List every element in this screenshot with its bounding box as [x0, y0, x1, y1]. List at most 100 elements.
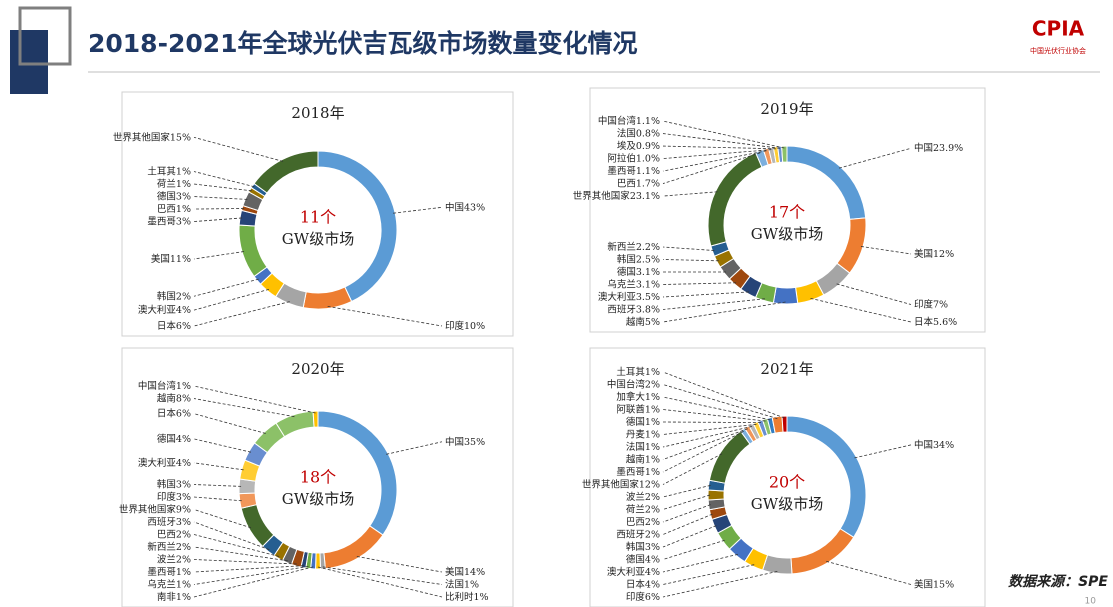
slice-category: 西班牙: [607, 303, 636, 315]
slice-category: 德国: [626, 416, 645, 428]
slice-category: 日本: [914, 316, 934, 328]
slice-label: 墨西哥3%: [147, 216, 191, 227]
slice-value: 15%: [170, 132, 191, 143]
leader-line: [662, 298, 765, 310]
slice-category: 阿联酋: [616, 403, 645, 415]
slice-category: 波兰: [626, 491, 645, 503]
slice-value: 43%: [464, 202, 485, 213]
logo-sub: 中国光伏行业协会: [1030, 46, 1086, 55]
slice-value: 1%: [176, 567, 191, 578]
slice-value: 3%: [176, 517, 191, 528]
slice-label: 中国35%: [445, 435, 485, 447]
slice-category: 韩国: [626, 541, 645, 553]
slice-label: 新西兰2.2%: [607, 241, 660, 253]
slice-value: 2%: [645, 504, 660, 515]
slice-value: 14%: [464, 567, 485, 578]
slice-label: 德国1%: [626, 416, 660, 428]
slice-label: 墨西哥1%: [147, 567, 191, 578]
slice-category: 印度: [157, 491, 177, 503]
slice-value: 1%: [645, 429, 660, 440]
slice-category: 阿拉伯: [607, 152, 636, 164]
slice-label: 印度3%: [157, 491, 191, 503]
slice-value: 15%: [933, 579, 954, 590]
slice-label: 中国台湾1.1%: [598, 115, 660, 127]
slice-category: 中国: [445, 201, 464, 213]
slice-label: 印度10%: [445, 320, 485, 332]
slice-category: 德国: [626, 553, 645, 565]
slice-category: 澳大利亚: [138, 456, 177, 468]
slice-label: 波兰2%: [157, 553, 191, 565]
leader-line: [662, 571, 778, 598]
donut-slice: [312, 410, 319, 428]
slice-label: 巴西2%: [626, 517, 660, 528]
slice-value: 3%: [176, 479, 191, 490]
slice-category: 世界其他国家: [113, 131, 171, 143]
slice-category: 澳大利亚: [607, 566, 646, 578]
leader-line: [193, 196, 248, 200]
leader-line: [662, 150, 767, 172]
slice-category: 巴西: [617, 178, 636, 189]
slice-category: 法国: [617, 127, 636, 139]
leader-line: [662, 301, 786, 323]
slice-value: 3.5%: [636, 292, 660, 303]
slice-label: 西班牙2%: [616, 528, 660, 540]
slice-value: 2.2%: [636, 242, 660, 253]
source: 数据来源：SPE: [1008, 573, 1108, 590]
leader-line: [662, 426, 753, 448]
leader-line: [662, 553, 739, 573]
slice-category: 印度: [626, 591, 646, 603]
slice-value: 0.9%: [636, 141, 660, 152]
slice-label: 印度6%: [626, 591, 660, 603]
slice-category: 韩国: [157, 290, 176, 302]
panel-title: 2021年: [760, 360, 813, 378]
leader-line: [193, 251, 245, 260]
slice-category: 西班牙: [147, 516, 176, 528]
slice-label: 南非1%: [157, 591, 191, 603]
slice-category: 南非: [157, 591, 177, 603]
slice-value: 3.1%: [636, 267, 660, 278]
slice-label: 德国4%: [626, 553, 660, 565]
slice-value: 1.1%: [636, 116, 660, 127]
leader-line: [662, 513, 713, 535]
slice-category: 越南: [626, 316, 645, 328]
slice-value: 8%: [176, 393, 191, 404]
slice-label: 乌克兰1%: [147, 578, 191, 590]
slice-category: 澳大利亚: [138, 304, 177, 316]
slice-category: 中国台湾: [138, 380, 177, 392]
slice-value: 1%: [645, 367, 660, 378]
slice-value: 6%: [176, 321, 191, 332]
slice-category: 埃及: [617, 140, 637, 152]
leader-line: [662, 539, 725, 560]
slice-label: 墨西哥1%: [616, 467, 660, 478]
slice-category: 墨西哥: [147, 216, 176, 227]
header-frame: [18, 6, 72, 66]
slide-title: 2018-2021年全球光伏吉瓦级市场数量变化情况: [88, 29, 638, 58]
slice-category: 印度: [445, 320, 465, 332]
slice-value: 1%: [645, 454, 660, 465]
slice-label: 波兰2%: [626, 491, 660, 503]
leader-line: [838, 147, 912, 169]
slice-category: 乌克兰: [147, 578, 176, 590]
slice-label: 中国23.9%: [914, 142, 963, 154]
leader-line: [386, 441, 443, 455]
leader-line: [193, 496, 242, 502]
slice-label: 荷兰1%: [157, 178, 191, 190]
leader-line: [662, 291, 749, 298]
slice-label: 印度7%: [914, 298, 948, 310]
slice-category: 中国: [914, 142, 933, 154]
slice-label: 加拿大1%: [616, 391, 660, 403]
slice-label: 韩国3%: [626, 541, 660, 553]
leader-line: [193, 565, 304, 573]
slice-category: 新西兰: [147, 541, 176, 553]
panel-title: 2018年: [291, 104, 344, 122]
slice-label: 美国14%: [445, 566, 485, 578]
slice-category: 巴西: [157, 529, 176, 540]
slice-label: 日本5.6%: [914, 316, 957, 328]
slice-label: 澳大利亚4%: [138, 456, 191, 468]
slice-category: 日本: [157, 320, 177, 332]
leader-line: [327, 305, 443, 327]
leader-line: [393, 206, 443, 214]
slice-category: 波兰: [157, 553, 176, 565]
slice-value: 6%: [176, 408, 191, 419]
leader-line: [662, 484, 711, 498]
